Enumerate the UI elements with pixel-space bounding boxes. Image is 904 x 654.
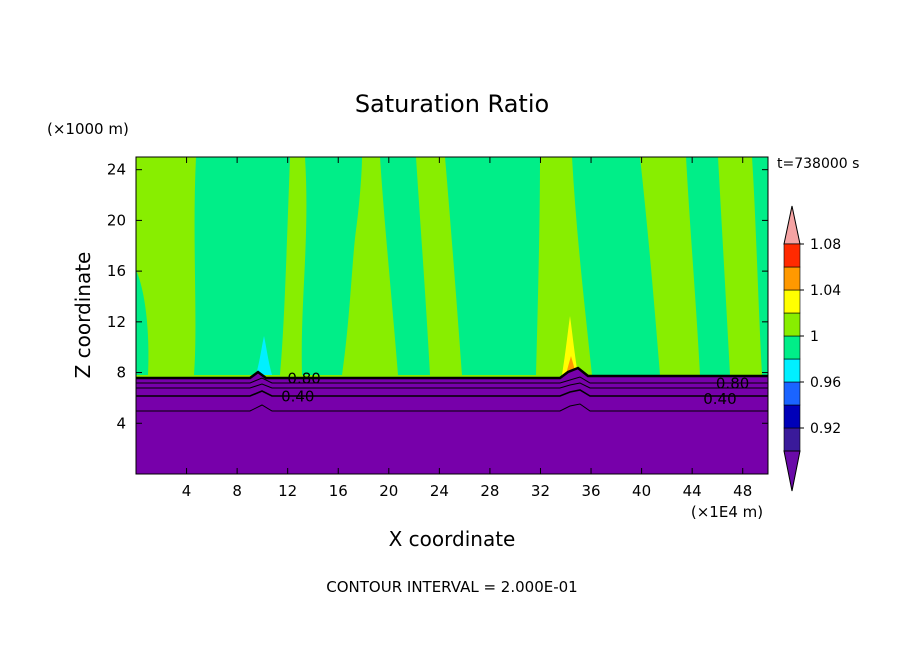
y-tick-label: 16 [107,262,126,280]
y-tick-label: 20 [107,211,126,229]
contour-line-saturation [136,366,768,380]
colorbar-band [783,243,801,268]
y-tick-label: 8 [116,364,126,382]
y-axis-label: Z coordinate [71,252,95,379]
x-tick-label: 40 [632,482,651,500]
x-tick-label: 28 [480,482,499,500]
y-axis: 4 8 12 16 20 24 [107,161,768,432]
contour-label: 0.80 [716,375,749,393]
near-saturated-columns [136,157,768,375]
time-label: t=738000 s [777,156,859,172]
x-tick-label: 36 [581,482,600,500]
colorbar-band [783,381,801,406]
colorbar-band [783,427,801,452]
contour-label: 0.40 [703,390,736,408]
near-saturated-column [380,157,430,375]
x-tick-label: 8 [232,482,242,500]
near-saturated-column [686,157,730,375]
colorbar-band [783,335,801,360]
x-tick-label: 44 [683,482,702,500]
colorbar-level-label: 1 [810,329,819,345]
y-tick-label: 24 [107,161,126,179]
colorbar-max-arrow [783,205,801,245]
near-saturated-column [136,270,149,375]
colorbar-band [783,358,801,383]
x-tick-label: 12 [278,482,297,500]
contour-interval-footer: CONTOUR INTERVAL = 2.000E-01 [326,578,577,596]
x-tick-label: 48 [733,482,752,500]
near-saturated-column [572,157,660,375]
x-tick-label: 24 [430,482,449,500]
x-tick-label: 20 [379,482,398,500]
colorbar-level-label: 0.92 [810,421,841,437]
plot-frame [135,156,769,475]
y-tick-label: 12 [107,313,126,331]
chart-title: Saturation Ratio [355,90,549,118]
contour-line [136,382,768,389]
x-tick-label: 16 [329,482,348,500]
colorbar-level-label: 1.04 [810,283,841,299]
contour-label: 0.80 [287,370,320,388]
contour-line [136,376,768,384]
contour-line [136,403,768,412]
contour-labels: 0.800.400.800.40 [281,370,749,408]
x-tick-label: 32 [531,482,550,500]
colorbar-band [783,266,801,291]
near-saturated-column [194,157,290,375]
y-units-label: (×1000 m) [47,120,129,138]
contour-line [136,389,768,397]
cyan-spike [256,336,272,375]
x-axis: 4 8 12 16 20 24 28 32 36 40 44 48 [182,157,752,500]
y-tick-label: 4 [116,414,126,432]
colorbar-level-label: 1.08 [810,237,841,253]
colorbar-min-arrow [783,450,801,492]
contour-label: 0.40 [281,387,314,405]
x-units-label: (×1E4 m) [691,503,763,521]
colorbar-level-label: 0.96 [810,375,841,391]
colorbar: 0.92 0.96 1 1.04 1.08 [783,205,841,492]
near-saturated-column [752,157,768,375]
near-saturated-column [301,157,362,375]
colorbar-band [783,404,801,429]
plot-field [136,157,768,474]
colorbar-band [783,289,801,314]
colorbar-band [783,312,801,337]
x-tick-label: 4 [182,482,192,500]
near-saturated-column [445,157,540,375]
x-axis-label: X coordinate [389,527,516,551]
dry-layer [136,368,768,474]
yellow-spike [562,316,578,375]
